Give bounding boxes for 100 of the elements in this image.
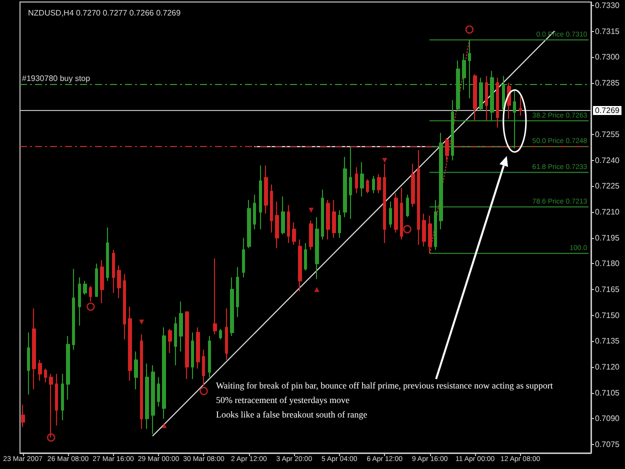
point: [200, 386, 208, 396]
ref-line-label: 0.7269: [595, 106, 620, 115]
candlestick: [253, 194, 256, 230]
candlestick: [112, 249, 115, 294]
y-tick-label: 0.7210: [595, 208, 620, 217]
candlestick: [417, 150, 420, 246]
annotation: Looks like a false breakout south of range: [216, 410, 368, 420]
candlestick: [281, 196, 285, 235]
y-tick-label: 0.7195: [595, 233, 620, 242]
y-tick-label: 0.7165: [595, 284, 620, 294]
candlestick: [275, 201, 279, 249]
candlestick: [445, 137, 449, 161]
ref-line-label: #1930780 buy stop: [22, 74, 91, 84]
candlestick: [44, 368, 47, 383]
candlestick: [428, 214, 432, 254]
candlestick: [123, 273, 126, 340]
candlestick: [377, 174, 381, 194]
candlestick: [95, 263, 98, 297]
candlestick: [66, 335, 70, 400]
y-tick-label: 0.7090: [595, 414, 620, 424]
candlestick: [83, 280, 87, 296]
candlestick: [21, 404, 25, 428]
candlestick: [185, 311, 189, 380]
candlestick: [259, 165, 262, 230]
candlestick: [287, 204, 290, 244]
candlestick: [519, 96, 522, 116]
candlestick: [389, 201, 392, 228]
y-tick-label: 0.7180: [595, 259, 620, 268]
candlestick: [55, 373, 58, 426]
y-tick-label: 0.7135: [595, 336, 620, 346]
candlestick: [321, 189, 324, 240]
candlestick: [157, 376, 160, 408]
candlestick: [411, 163, 415, 208]
candlestick: [151, 364, 155, 435]
point: [139, 320, 144, 325]
candlestick: [140, 334, 143, 430]
candlestick: [349, 146, 352, 220]
candlestick: [179, 301, 183, 352]
text: NZDUSD,H4 0.7270 0.7277 0.7266 0.7269: [28, 8, 182, 18]
y-tick-label: 0.7120: [595, 362, 620, 372]
candlestick: [168, 328, 172, 354]
point: [86, 302, 95, 311]
candlestick: [32, 308, 36, 390]
candlestick: [372, 175, 375, 194]
candlestick: [451, 100, 454, 161]
candlestick: [394, 192, 398, 234]
y-tick-label: 0.7300: [595, 52, 620, 62]
candlestick: [485, 76, 488, 122]
candlestick: [61, 373, 64, 421]
candlestick: [298, 239, 302, 292]
y-tick-label: 0.7225: [595, 182, 620, 191]
candlestick: [38, 360, 42, 382]
annotation: 50% retracement of yesterdays move: [216, 395, 350, 405]
y-tick-label: 0.7330: [595, 0, 620, 10]
candlestick: [236, 266, 239, 318]
candlestick: [208, 335, 211, 378]
candlestick: [315, 216, 319, 280]
candlestick: [264, 165, 268, 214]
candlestick: [128, 306, 132, 382]
candlestick: [360, 162, 364, 198]
candlestick: [326, 199, 330, 240]
y-tick-label: 0.7315: [595, 26, 620, 36]
candlestick: [134, 350, 138, 390]
candlestick: [366, 178, 369, 194]
candlestick: [49, 373, 53, 438]
candlestick: [496, 77, 499, 128]
candlestick: [479, 77, 483, 111]
candlestick: [304, 242, 307, 272]
y-tick-label: 0.7150: [595, 310, 620, 320]
candlestick: [247, 199, 251, 249]
point: [465, 25, 474, 34]
candlestick: [473, 74, 477, 122]
candlestick: [309, 220, 313, 250]
y-tick-label: 0.7255: [595, 130, 620, 140]
candlestick: [191, 332, 194, 380]
y-tick-label: 0.7075: [595, 440, 620, 449]
candlestick: [225, 308, 228, 361]
candlestick: [230, 276, 234, 336]
candlestick: [242, 237, 245, 278]
candlestick: [162, 326, 166, 420]
candlestick: [145, 362, 149, 430]
candlestick: [343, 156, 347, 218]
candlestick: [100, 260, 104, 304]
annotation: Waiting for break of pin bar, bounce off half prime, previous resistance now acting as support: [216, 380, 554, 390]
point: [162, 422, 167, 428]
candlestick: [117, 264, 121, 299]
point: [314, 286, 320, 292]
candlestick: [434, 199, 437, 250]
candlestick: [196, 326, 200, 370]
candlestick: [513, 89, 516, 149]
y-tick-label: 0.7105: [595, 388, 620, 398]
candlestick: [270, 184, 273, 234]
y-tick-label: 0.7240: [595, 156, 620, 165]
candlestick: [72, 268, 75, 350]
candlestick: [338, 210, 341, 238]
candlestick: [27, 332, 30, 395]
candlestick: [439, 132, 443, 230]
candlestick: [78, 276, 81, 326]
candlestick: [174, 316, 177, 366]
point: [403, 225, 412, 234]
